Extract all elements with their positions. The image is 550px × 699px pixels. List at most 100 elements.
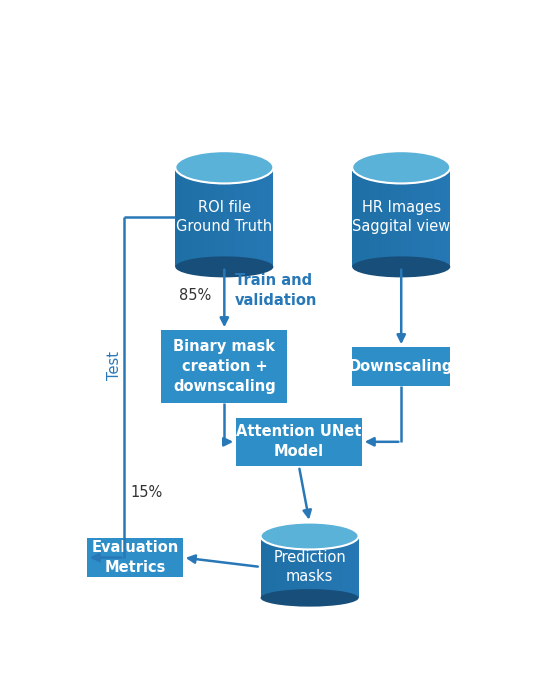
Bar: [365, 167, 369, 267]
FancyBboxPatch shape: [352, 347, 450, 386]
Ellipse shape: [261, 589, 359, 607]
Bar: [329, 536, 332, 598]
Bar: [270, 167, 273, 267]
Bar: [355, 536, 359, 598]
Bar: [234, 167, 238, 267]
Text: HR Images
Saggital view: HR Images Saggital view: [352, 200, 450, 234]
Bar: [372, 167, 375, 267]
Bar: [320, 536, 323, 598]
Bar: [417, 167, 421, 267]
Bar: [201, 167, 205, 267]
Bar: [205, 167, 208, 267]
Bar: [431, 167, 434, 267]
Bar: [191, 167, 195, 267]
Text: Evaluation
Metrics: Evaluation Metrics: [91, 540, 178, 575]
Ellipse shape: [352, 257, 450, 278]
Bar: [345, 536, 349, 598]
Bar: [293, 536, 296, 598]
Bar: [247, 167, 250, 267]
Bar: [274, 536, 277, 598]
Bar: [208, 167, 211, 267]
Bar: [179, 167, 182, 267]
Bar: [238, 167, 241, 267]
Bar: [332, 536, 336, 598]
Bar: [224, 167, 228, 267]
Ellipse shape: [261, 523, 359, 549]
Bar: [263, 167, 267, 267]
Bar: [434, 167, 437, 267]
Text: Train and
validation: Train and validation: [235, 273, 317, 308]
Bar: [261, 536, 264, 598]
Bar: [257, 167, 260, 267]
FancyBboxPatch shape: [162, 330, 287, 403]
Bar: [336, 536, 339, 598]
Bar: [250, 167, 254, 267]
Bar: [385, 167, 388, 267]
Ellipse shape: [175, 151, 273, 183]
Text: Attention UNet
Model: Attention UNet Model: [236, 424, 361, 459]
Bar: [214, 167, 218, 267]
Bar: [296, 536, 300, 598]
Bar: [421, 167, 424, 267]
Bar: [300, 536, 303, 598]
Bar: [411, 167, 414, 267]
Text: 15%: 15%: [130, 485, 163, 500]
Bar: [290, 536, 293, 598]
FancyBboxPatch shape: [87, 538, 183, 577]
Bar: [395, 167, 398, 267]
Ellipse shape: [175, 257, 273, 278]
Bar: [182, 167, 185, 267]
Bar: [264, 536, 267, 598]
Bar: [368, 167, 372, 267]
Text: Test: Test: [107, 352, 122, 380]
Bar: [228, 167, 231, 267]
Bar: [447, 167, 450, 267]
Bar: [254, 167, 257, 267]
Bar: [316, 536, 320, 598]
Bar: [352, 167, 355, 267]
Bar: [402, 167, 404, 267]
Text: ROI file
Ground Truth: ROI file Ground Truth: [176, 200, 272, 234]
Bar: [267, 167, 270, 267]
Bar: [382, 167, 385, 267]
Bar: [267, 536, 271, 598]
FancyBboxPatch shape: [236, 417, 362, 466]
Bar: [277, 536, 280, 598]
Bar: [287, 536, 290, 598]
Bar: [313, 536, 316, 598]
Bar: [303, 536, 306, 598]
Bar: [355, 167, 359, 267]
Bar: [175, 167, 179, 267]
Text: Prediction
masks: Prediction masks: [273, 549, 346, 584]
Bar: [280, 536, 283, 598]
Bar: [427, 167, 431, 267]
Bar: [424, 167, 427, 267]
Bar: [414, 167, 417, 267]
Bar: [378, 167, 382, 267]
Bar: [306, 536, 310, 598]
Bar: [195, 167, 198, 267]
Bar: [349, 536, 352, 598]
Bar: [359, 167, 362, 267]
Bar: [323, 536, 326, 598]
Bar: [211, 167, 215, 267]
Bar: [408, 167, 411, 267]
Ellipse shape: [352, 151, 450, 183]
Bar: [185, 167, 189, 267]
Bar: [326, 536, 329, 598]
Bar: [392, 167, 395, 267]
Bar: [342, 536, 345, 598]
Bar: [218, 167, 221, 267]
Bar: [362, 167, 365, 267]
Bar: [198, 167, 201, 267]
Bar: [283, 536, 287, 598]
Text: 85%: 85%: [179, 288, 212, 303]
Bar: [404, 167, 408, 267]
Bar: [231, 167, 234, 267]
Bar: [339, 536, 342, 598]
Bar: [244, 167, 247, 267]
Bar: [260, 167, 263, 267]
Bar: [441, 167, 444, 267]
Bar: [352, 536, 355, 598]
Bar: [189, 167, 191, 267]
